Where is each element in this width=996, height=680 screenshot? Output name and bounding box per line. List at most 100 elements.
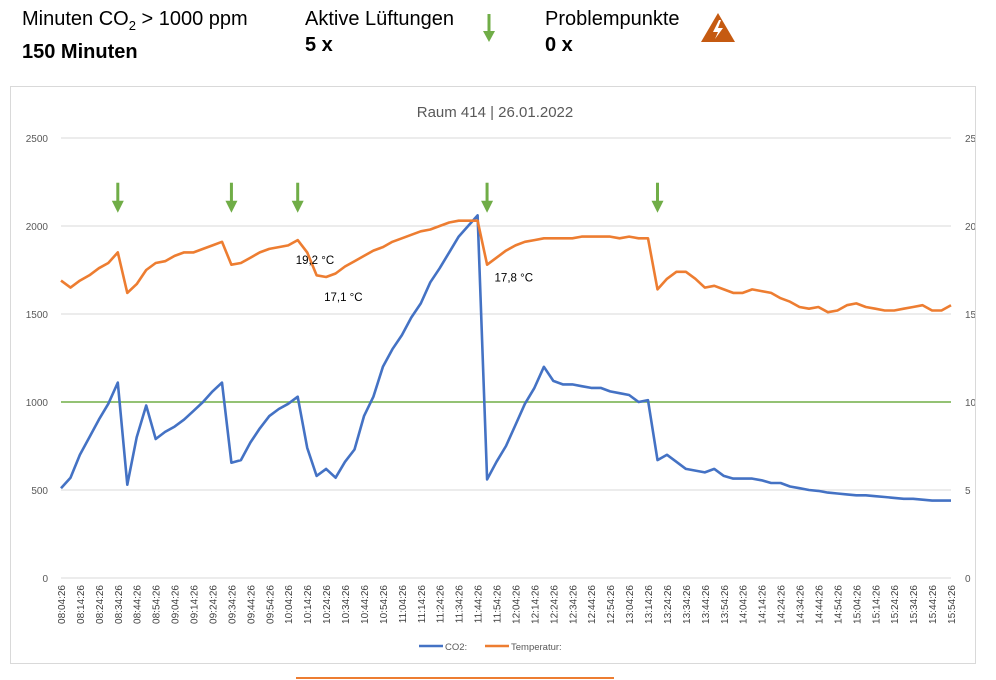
- x-tick-label: 14:14:26: [758, 585, 769, 624]
- x-tick-label: 15:44:26: [928, 585, 939, 624]
- x-tick-label: 08:24:26: [95, 585, 106, 624]
- x-tick-label: 12:34:26: [568, 585, 579, 624]
- x-tick-label: 15:34:26: [909, 585, 920, 624]
- x-tick-label: 10:24:26: [322, 585, 333, 624]
- bottom-divider: [296, 677, 614, 679]
- ventilation-arrow-head: [225, 200, 238, 213]
- temperature-annotation: 17,1 °C: [324, 292, 362, 304]
- ventilation-arrow-shaft: [485, 182, 489, 203]
- x-tick-label: 15:14:26: [871, 585, 882, 624]
- x-tick-label: 13:04:26: [625, 585, 636, 624]
- x-tick-label: 10:04:26: [284, 585, 295, 624]
- x-tick-label: 15:04:26: [852, 585, 863, 624]
- x-tick-label: 14:24:26: [777, 585, 788, 624]
- x-tick-label: 14:04:26: [739, 585, 750, 624]
- x-tick-label: 08:14:26: [76, 585, 87, 624]
- ventilation-arrow-icon: [225, 182, 238, 213]
- y-right-tick-label: 25: [965, 134, 975, 145]
- kpi-ventilations-label: Aktive Lüftungen: [305, 8, 454, 30]
- x-tick-label: 09:04:26: [171, 585, 182, 624]
- x-tick-label: 09:14:26: [190, 585, 201, 624]
- y-left-tick-label: 2000: [26, 222, 49, 233]
- y-right-tick-label: 15: [965, 310, 975, 321]
- kpi-problems-label: Problempunkte: [545, 8, 680, 30]
- kpi-problems: Problempunkte 0 x: [545, 6, 680, 58]
- temperature-annotation: 17,8 °C: [495, 273, 533, 285]
- x-tick-label: 08:04:26: [57, 585, 68, 624]
- x-tick-label: 14:54:26: [833, 585, 844, 624]
- kpi-co2-value: 150 Minuten: [22, 41, 138, 63]
- kpi-co2-label-text: Minuten CO: [22, 8, 129, 30]
- x-tick-label: 08:34:26: [114, 585, 125, 624]
- ventilation-arrow-head: [651, 200, 664, 213]
- x-tick-label: 12:54:26: [606, 585, 617, 624]
- x-tick-label: 08:54:26: [152, 585, 163, 624]
- x-tick-label: 12:24:26: [549, 585, 560, 624]
- y-left-tick-label: 0: [42, 574, 48, 585]
- kpi-problems-value: 0 x: [545, 34, 573, 56]
- x-tick-label: 13:34:26: [682, 585, 693, 624]
- x-tick-label: 11:24:26: [436, 585, 447, 624]
- x-tick-label: 12:44:26: [587, 585, 598, 624]
- x-tick-label: 12:14:26: [530, 585, 541, 624]
- x-tick-label: 10:54:26: [379, 585, 390, 624]
- x-tick-label: 13:44:26: [701, 585, 712, 624]
- ventilation-arrow-head: [291, 200, 304, 213]
- co2-series-line: [60, 214, 951, 502]
- x-tick-label: 09:54:26: [265, 585, 276, 624]
- kpi-ventilations-value: 5 x: [305, 34, 333, 56]
- ventilation-arrow-icon: [111, 182, 124, 213]
- x-tick-label: 15:54:26: [947, 585, 958, 624]
- ventilation-arrow-icon: [651, 182, 664, 213]
- y-right-tick-label: 10: [965, 398, 975, 409]
- y-right-tick-label: 5: [965, 486, 971, 497]
- y-left-tick-label: 1500: [26, 310, 49, 321]
- x-tick-label: 13:54:26: [720, 585, 731, 624]
- x-tick-label: 14:34:26: [796, 585, 807, 624]
- kpi-ventilations: Aktive Lüftungen 5 x: [305, 6, 454, 58]
- ventilation-arrow-head: [111, 200, 124, 213]
- y-left-tick-label: 2500: [26, 134, 49, 145]
- ventilation-arrow-head: [481, 200, 494, 213]
- kpi-co2-label-sub: 2: [128, 18, 136, 33]
- y-left-tick-label: 500: [31, 486, 48, 497]
- ventilation-arrow-shaft: [116, 182, 120, 203]
- kpi-co2-minutes: Minuten CO2 > 1000 ppm 150 Minuten: [22, 6, 248, 65]
- legend-temperature-label: Temperatur:: [511, 642, 562, 653]
- chart-title: Raum 414 | 26.01.2022: [417, 104, 574, 121]
- x-tick-label: 11:34:26: [455, 585, 466, 624]
- legend-co2-label: CO2:: [445, 642, 467, 653]
- x-tick-label: 15:24:26: [890, 585, 901, 624]
- x-tick-label: 10:44:26: [360, 585, 371, 624]
- co2-temperature-chart: Raum 414 | 26.01.2022 0 500 1000 1500 2000 25…: [26, 104, 977, 653]
- x-tick-label: 09:24:26: [208, 585, 219, 624]
- x-tick-label: 12:04:26: [511, 585, 522, 624]
- chart-frame: Raum 414 | 26.01.2022 0 500 1000 1500 2000 25…: [10, 86, 977, 664]
- x-tick-label: 08:44:26: [133, 585, 144, 624]
- ventilation-arrow-shaft: [296, 182, 300, 203]
- kpi-co2-label: Minuten CO2 > 1000 ppm: [22, 6, 248, 39]
- y-right-tick-label: 20: [965, 222, 975, 233]
- x-tick-label: 13:14:26: [644, 585, 655, 624]
- x-tick-label: 09:34:26: [227, 585, 238, 624]
- ventilation-arrow-icon: [481, 182, 494, 213]
- x-tick-label: 11:04:26: [398, 585, 409, 624]
- y-right-tick-label: 0: [965, 574, 971, 585]
- y-left-tick-label: 1000: [26, 398, 49, 409]
- x-tick-label: 10:34:26: [341, 585, 352, 624]
- kpi-co2-label-suffix: > 1000 ppm: [135, 8, 248, 30]
- x-tick-label: 11:44:26: [474, 585, 485, 624]
- arrow-down-icon: [483, 14, 495, 42]
- ventilation-arrow-shaft: [655, 182, 659, 203]
- ventilation-arrow-icon: [291, 182, 304, 213]
- x-tick-label: 14:44:26: [814, 585, 825, 624]
- x-tick-label: 10:14:26: [303, 585, 314, 624]
- x-tick-label: 09:44:26: [246, 585, 257, 624]
- warning-lightning-icon: [701, 13, 735, 42]
- temperature-annotation: 19,2 °C: [296, 255, 334, 267]
- ventilation-arrow-shaft: [229, 182, 233, 203]
- x-tick-label: 11:14:26: [417, 585, 428, 624]
- x-tick-label: 11:54:26: [493, 585, 504, 624]
- temperature-series-line: [60, 219, 952, 314]
- x-tick-label: 13:24:26: [663, 585, 674, 624]
